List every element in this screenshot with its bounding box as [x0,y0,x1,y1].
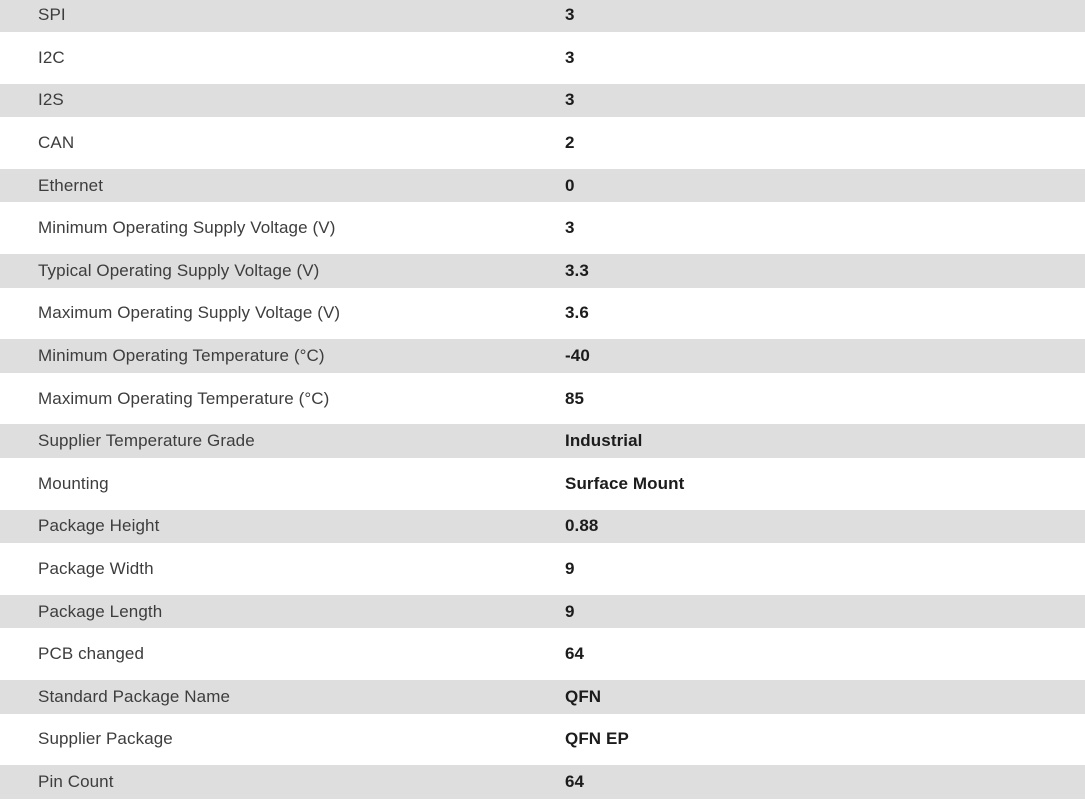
spec-label: Minimum Operating Temperature (°C) [38,346,325,366]
spec-value: Industrial [565,431,643,451]
table-row: Package Height 0.88 [0,505,1085,548]
spec-label: Pin Count [38,771,114,791]
table-row: Maximum Operating Supply Voltage (V) 3.6 [0,292,1085,335]
table-row: Supplier Package QFN EP [0,718,1085,761]
spec-value: 0.88 [565,516,599,536]
spec-value: 3 [565,218,575,238]
table-row: Maximum Operating Temperature (°C) 85 [0,377,1085,420]
spec-value: 3 [565,5,575,25]
table-row: CAN 2 [0,122,1085,165]
table-row: Standard Package Name QFN [0,676,1085,719]
table-row: Typical Operating Supply Voltage (V) 3.3 [0,250,1085,293]
spec-value: 9 [565,601,575,621]
spec-label: I2S [38,90,64,110]
spec-value: QFN [565,686,602,706]
spec-label: Package Height [38,516,160,536]
spec-label: Supplier Temperature Grade [38,431,255,451]
spec-value: 3.3 [565,260,589,280]
spec-value: 3 [565,90,575,110]
table-row: Minimum Operating Supply Voltage (V) 3 [0,207,1085,250]
spec-label: Maximum Operating Temperature (°C) [38,388,330,408]
spec-label: Mounting [38,473,109,493]
spec-label: Package Width [38,559,154,579]
spec-label: Typical Operating Supply Voltage (V) [38,260,320,280]
spec-value: 2 [565,133,575,153]
spec-label: Minimum Operating Supply Voltage (V) [38,218,336,238]
spec-label: Package Length [38,601,163,621]
table-row: PCB changed 64 [0,633,1085,676]
spec-label: Supplier Package [38,729,173,749]
table-row: Minimum Operating Temperature (°C) -40 [0,335,1085,378]
table-row: Ethernet 0 [0,164,1085,207]
table-row: Supplier Temperature Grade Industrial [0,420,1085,463]
spec-label: SPI [38,5,66,25]
spec-value: QFN EP [565,729,629,749]
spec-label: I2C [38,47,65,67]
spec-label: CAN [38,133,75,153]
spec-value: 3.6 [565,303,589,323]
table-row: Package Length 9 [0,590,1085,633]
spec-value: 64 [565,644,585,664]
spec-value: 0 [565,175,575,195]
spec-value: -40 [565,346,590,366]
spec-label: Ethernet [38,175,104,195]
spec-label: Standard Package Name [38,686,231,706]
spec-label: PCB changed [38,644,145,664]
table-row: I2C 3 [0,37,1085,80]
spec-value: Surface Mount [565,473,685,493]
spec-value: 85 [565,388,585,408]
table-row: Mounting Surface Mount [0,463,1085,506]
table-row: SPI 3 [0,0,1085,37]
spec-value: 9 [565,559,575,579]
spec-value: 3 [565,47,575,67]
spec-label: Maximum Operating Supply Voltage (V) [38,303,341,323]
table-row: Package Width 9 [0,548,1085,591]
table-row: I2S 3 [0,79,1085,122]
table-row: Pin Count 64 [0,761,1085,803]
spec-value: 64 [565,771,585,791]
